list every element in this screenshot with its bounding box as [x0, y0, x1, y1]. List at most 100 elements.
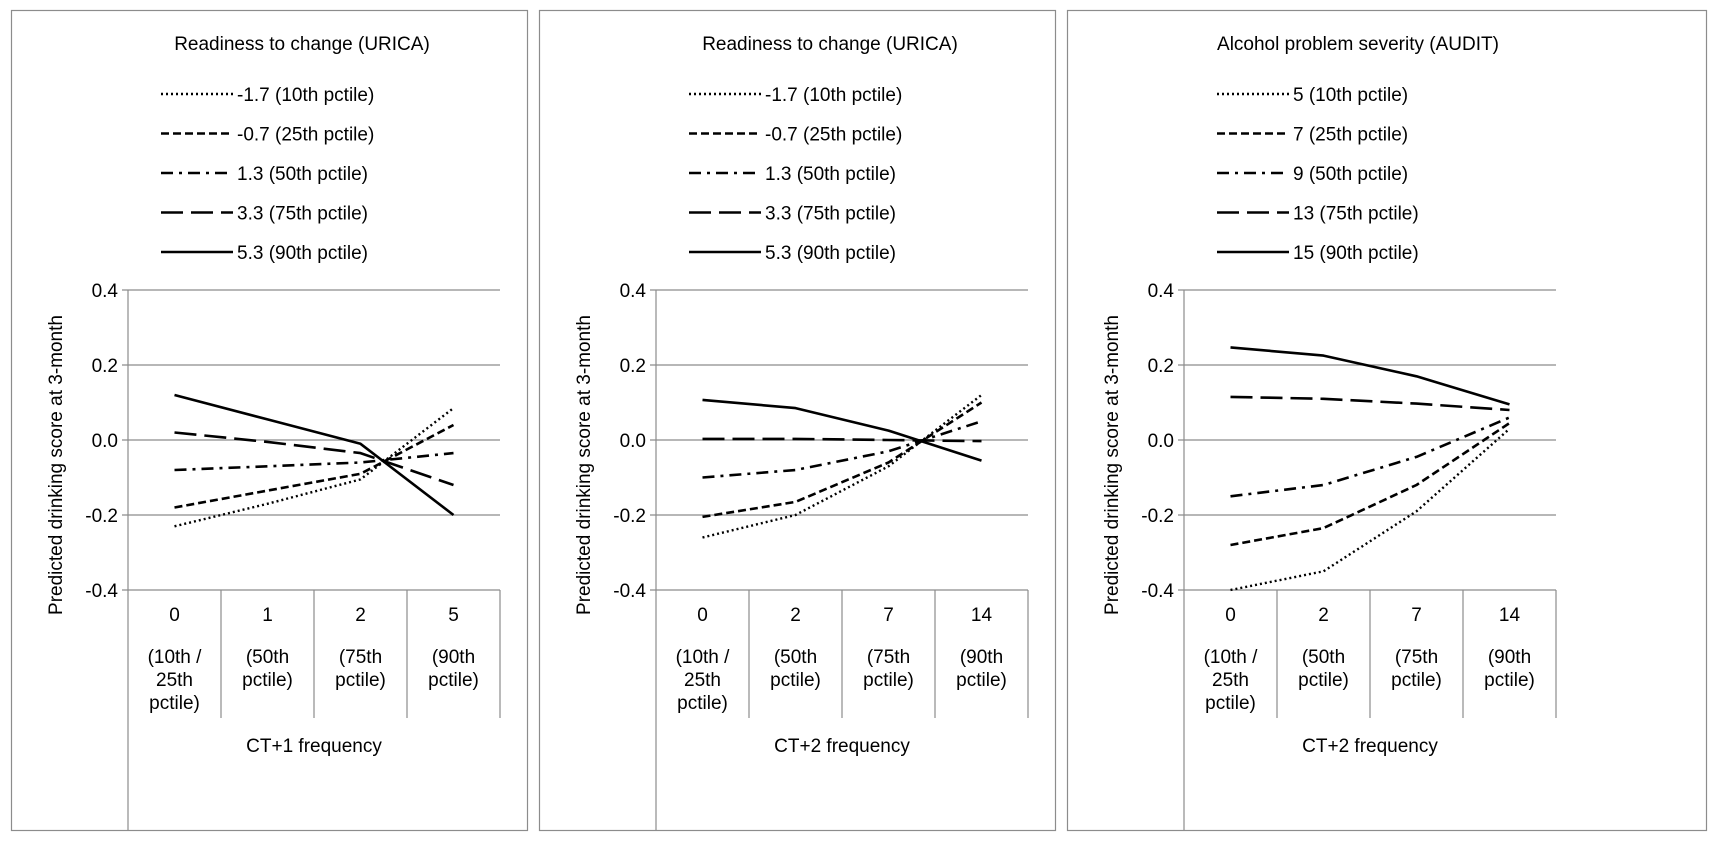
y-tick-label: 0.0 — [92, 431, 118, 452]
x-tick-label: 2 — [790, 605, 801, 626]
legend-entry: 5.3 (90th pctile) — [689, 243, 896, 264]
legend-entry: 5.3 (90th pctile) — [161, 243, 368, 264]
y-tick-label: -0.4 — [613, 581, 646, 602]
x-tick-sublabel: pctile) — [428, 670, 479, 691]
x-tick-label: 7 — [1411, 605, 1422, 626]
chart-panel-3: Alcohol problem severity (AUDIT) 5 (10th … — [1066, 9, 1708, 832]
x-tick-sublabel: (90th — [960, 647, 1003, 668]
legend-label: -1.7 (10th pctile) — [237, 85, 374, 106]
legend-label: 7 (25th pctile) — [1293, 125, 1408, 146]
panel-border — [538, 9, 1057, 832]
legend-entry: -1.7 (10th pctile) — [161, 85, 374, 106]
x-tick-label: 2 — [1318, 605, 1329, 626]
y-tick-label: 0.2 — [92, 356, 118, 377]
x-tick-sublabel: (10th / — [676, 647, 731, 668]
y-tick-label: 0.4 — [92, 281, 119, 302]
legend-entry: 1.3 (50th pctile) — [161, 164, 368, 185]
y-axis-label: Predicted drinking score at 3-month — [574, 315, 595, 615]
series-line — [1230, 395, 1510, 412]
legend-label: 1.3 (50th pctile) — [237, 164, 368, 185]
x-tick-label: 14 — [1499, 605, 1521, 626]
y-tick-label: -0.4 — [1141, 581, 1174, 602]
legend-entry: 1.3 (50th pctile) — [689, 164, 896, 185]
x-tick-sublabel: pctile) — [770, 670, 821, 691]
legend-entry: 7 (25th pctile) — [1217, 125, 1408, 146]
legend-entry: 13 (75th pctile) — [1217, 204, 1419, 225]
legend-label: -0.7 (25th pctile) — [237, 125, 374, 146]
x-tick-label: 5 — [448, 605, 459, 626]
legend-label: 13 (75th pctile) — [1293, 204, 1419, 225]
legend-label: 1.3 (50th pctile) — [765, 164, 896, 185]
series-line — [702, 398, 982, 462]
x-tick-sublabel: (50th — [774, 647, 817, 668]
legend-entry: 15 (90th pctile) — [1217, 243, 1419, 264]
series-line — [174, 451, 454, 472]
x-tick-sublabel: pctile) — [677, 693, 728, 714]
legend-label: -1.7 (10th pctile) — [765, 85, 902, 106]
x-tick-sublabel: pctile) — [1391, 670, 1442, 691]
legend-label: 9 (50th pctile) — [1293, 164, 1408, 185]
x-tick-label: 1 — [262, 605, 273, 626]
x-tick-sublabel: pctile) — [1298, 670, 1349, 691]
chart-title: Readiness to change (URICA) — [702, 34, 958, 55]
x-tick-sublabel: pctile) — [242, 670, 293, 691]
y-tick-label: 0.4 — [620, 281, 647, 302]
panel-border — [10, 9, 529, 832]
series-line — [702, 394, 983, 539]
y-tick-label: 0.2 — [620, 356, 646, 377]
y-tick-label: -0.2 — [613, 506, 646, 527]
legend-entry: 3.3 (75th pctile) — [689, 204, 896, 225]
x-tick-sublabel: (10th / — [1204, 647, 1259, 668]
x-tick-sublabel: (90th — [1488, 647, 1531, 668]
series-line — [702, 420, 982, 479]
series-line — [1230, 427, 1511, 592]
x-tick-label: 0 — [1225, 605, 1236, 626]
series-line — [174, 423, 455, 509]
x-tick-sublabel: (10th / — [148, 647, 203, 668]
x-tick-sublabel: pctile) — [956, 670, 1007, 691]
legend-label: 5.3 (90th pctile) — [237, 243, 368, 264]
x-tick-sublabel: 25th — [1212, 670, 1249, 691]
legend-label: 5.3 (90th pctile) — [765, 243, 896, 264]
legend-entry: 9 (50th pctile) — [1217, 164, 1408, 185]
x-tick-sublabel: pctile) — [149, 693, 200, 714]
x-tick-sublabel: (50th — [1302, 647, 1345, 668]
x-tick-sublabel: pctile) — [1205, 693, 1256, 714]
x-axis-label: CT+1 frequency — [246, 736, 382, 757]
x-tick-label: 14 — [971, 605, 993, 626]
x-axis-label: CT+2 frequency — [1302, 736, 1438, 757]
chart-title: Alcohol problem severity (AUDIT) — [1217, 34, 1499, 55]
x-tick-label: 0 — [169, 605, 180, 626]
x-tick-sublabel: (75th — [867, 647, 910, 668]
legend-label: -0.7 (25th pctile) — [765, 125, 902, 146]
legend-entry: 3.3 (75th pctile) — [161, 204, 368, 225]
legend-label: 5 (10th pctile) — [1293, 85, 1408, 106]
series-line — [1230, 422, 1511, 547]
series-line — [174, 407, 455, 528]
x-tick-label: 7 — [883, 605, 894, 626]
legend-entry: -1.7 (10th pctile) — [689, 85, 902, 106]
y-axis-label: Predicted drinking score at 3-month — [46, 315, 67, 615]
y-axis-label: Predicted drinking score at 3-month — [1102, 315, 1123, 615]
series-line — [702, 437, 982, 443]
chart-panel-2: Readiness to change (URICA) -1.7 (10th pc… — [538, 9, 1057, 832]
y-tick-label: 0.0 — [620, 431, 646, 452]
x-tick-label: 0 — [697, 605, 708, 626]
x-tick-sublabel: 25th — [684, 670, 721, 691]
legend-entry: -0.7 (25th pctile) — [689, 125, 902, 146]
x-axis-label: CT+2 frequency — [774, 736, 910, 757]
x-tick-sublabel: (75th — [1395, 647, 1438, 668]
x-tick-sublabel: (50th — [246, 647, 289, 668]
x-tick-label: 2 — [355, 605, 366, 626]
x-tick-sublabel: pctile) — [1484, 670, 1535, 691]
x-tick-sublabel: 25th — [156, 670, 193, 691]
y-tick-label: 0.2 — [1148, 356, 1174, 377]
series-line — [174, 393, 455, 517]
x-tick-sublabel: pctile) — [863, 670, 914, 691]
series-line — [1230, 416, 1511, 498]
y-tick-label: -0.2 — [85, 506, 118, 527]
series-line — [1230, 346, 1510, 406]
y-tick-label: 0.4 — [1148, 281, 1175, 302]
